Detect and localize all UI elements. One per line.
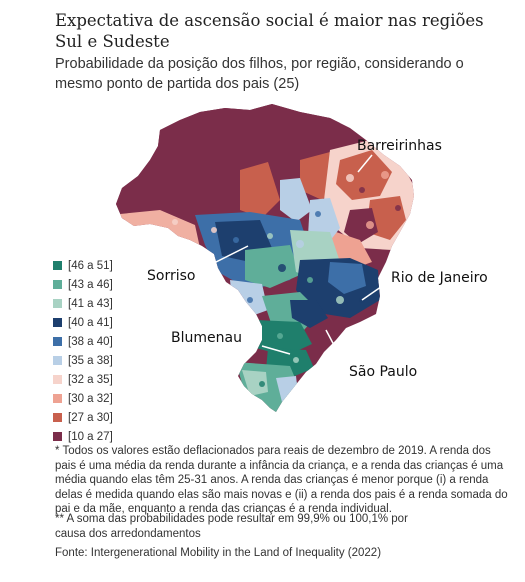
- region-minas-light: [328, 262, 366, 294]
- region-mt-teal: [245, 245, 300, 288]
- legend-swatch: [53, 356, 62, 365]
- leader-barreirinhas: [357, 154, 373, 173]
- legend-item: [41 a 43]: [53, 294, 113, 313]
- legend-item: [10 a 27]: [53, 427, 113, 446]
- callout-rio: Rio de Janeiro: [391, 270, 488, 286]
- footnote-rounding: ** A soma das probabilidades pode result…: [55, 513, 408, 540]
- leader-sao-paulo: [325, 329, 345, 365]
- callout-sorriso: Sorriso: [147, 268, 196, 284]
- region-sp-dark: [290, 300, 328, 328]
- legend-item: [46 a 51]: [53, 256, 113, 275]
- region-para-light: [280, 178, 312, 222]
- brazil-map: [116, 104, 414, 412]
- legend-item: [40 a 41]: [53, 313, 113, 332]
- legend-label: [40 a 41]: [68, 316, 113, 329]
- callout-barreirinhas: Barreirinhas: [357, 138, 442, 154]
- legend-swatch: [53, 375, 62, 384]
- legend-item: [27 a 30]: [53, 408, 113, 427]
- legend-label: [32 a 35]: [68, 373, 113, 386]
- legend-swatch: [53, 299, 62, 308]
- footnote-values: * Todos os valores estão deflacionados p…: [55, 445, 508, 515]
- legend-item: [32 a 35]: [53, 370, 113, 389]
- region-ne-maroon: [344, 208, 378, 244]
- legend-swatch: [53, 413, 62, 422]
- region-para-red: [240, 162, 280, 218]
- legend-item: [43 a 46]: [53, 275, 113, 294]
- legend-swatch: [53, 394, 62, 403]
- legend-item: [35 a 38]: [53, 351, 113, 370]
- legend-swatch: [53, 280, 62, 289]
- region-parana: [256, 320, 312, 356]
- legend-label: [41 a 43]: [68, 297, 113, 310]
- chart-subtitle: Probabilidade da posição dos filhos, por…: [55, 56, 464, 92]
- legend-label: [27 a 30]: [68, 411, 113, 424]
- legend-label: [43 a 46]: [68, 278, 113, 291]
- legend-swatch: [53, 337, 62, 346]
- legend-label: [35 a 38]: [68, 354, 113, 367]
- legend: [46 a 51] [43 a 46] [41 a 43] [40 a 41] …: [53, 256, 113, 446]
- legend-label: [10 a 27]: [68, 430, 113, 443]
- region-ne-red: [336, 150, 392, 200]
- leader-blumenau: [261, 345, 291, 355]
- legend-item: [30 a 32]: [53, 389, 113, 408]
- municipality-texture: [172, 171, 401, 387]
- legend-item: [38 a 40]: [53, 332, 113, 351]
- source-note: Fonte: Intergenerational Mobility in the…: [55, 547, 382, 559]
- legend-label: [30 a 32]: [68, 392, 113, 405]
- chart-title: Expectativa de ascensão social é maior n…: [55, 11, 484, 51]
- legend-swatch: [53, 318, 62, 327]
- legend-swatch: [53, 261, 62, 270]
- callout-sao-paulo: São Paulo: [349, 364, 418, 380]
- legend-label: [38 a 40]: [68, 335, 113, 348]
- leader-sorriso: [191, 245, 249, 275]
- legend-swatch: [53, 432, 62, 441]
- legend-label: [46 a 51]: [68, 259, 113, 272]
- region-rs-light: [242, 370, 268, 396]
- leader-rio: [361, 281, 389, 301]
- callout-blumenau: Blumenau: [171, 330, 242, 346]
